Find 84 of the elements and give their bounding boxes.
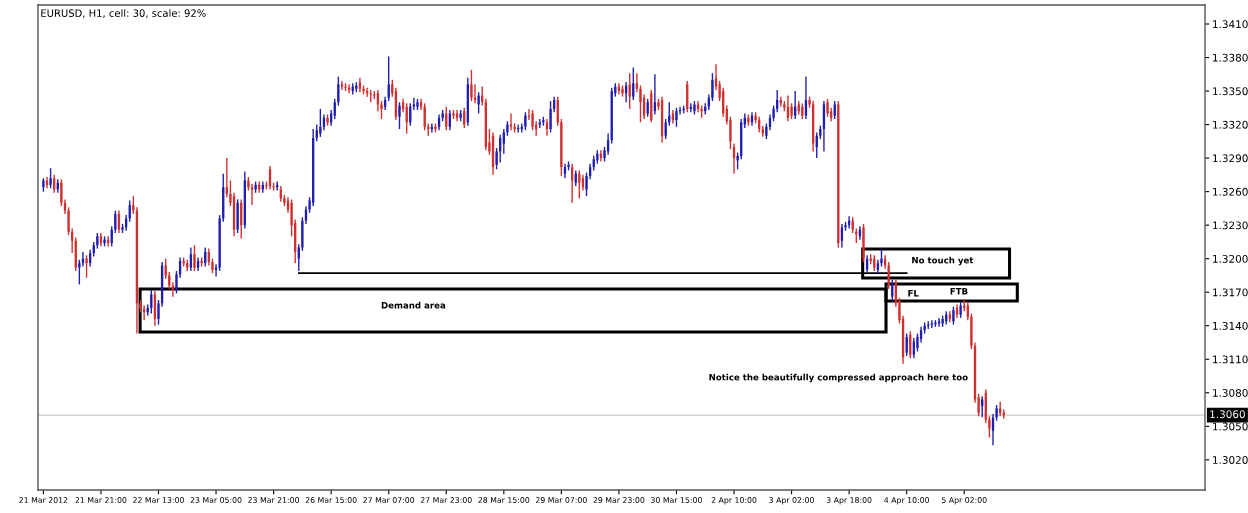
candlestick (628, 72, 631, 110)
candlestick (103, 235, 106, 248)
candlestick (355, 81, 358, 93)
candlestick (502, 128, 505, 155)
y-tick-label: 1.3020 (1213, 456, 1248, 464)
candlestick (463, 107, 466, 129)
candlestick (952, 306, 955, 326)
y-tick-label: 1.3080 (1213, 389, 1248, 397)
candlestick (445, 105, 448, 131)
candlestick (340, 80, 344, 91)
candlestick (114, 209, 117, 234)
annotation: Demand area (381, 301, 446, 309)
candlestick (333, 98, 336, 120)
y-tick-label: 1.3050 (1213, 422, 1248, 431)
candlestick (930, 319, 934, 329)
candlestick (387, 55, 390, 102)
candlestick (150, 289, 153, 315)
y-tick-label: 1.3410 (1213, 20, 1248, 29)
candlestick (632, 66, 635, 101)
candlestick (412, 97, 416, 111)
candlestick (999, 401, 1002, 417)
candlestick (549, 100, 552, 134)
candlestick (912, 337, 916, 359)
candlestick (524, 111, 527, 131)
candlestick (959, 301, 962, 319)
candlestick (747, 113, 750, 127)
ref-line-label: 1.3060 (1210, 410, 1245, 419)
candlestick (736, 151, 739, 170)
candlestick (790, 102, 793, 120)
candlestick (682, 104, 685, 115)
y-tick-label: 1.3230 (1213, 221, 1248, 230)
candlestick (905, 332, 908, 357)
candlestick (801, 102, 804, 120)
candlestick (193, 244, 196, 272)
candlestick (621, 84, 624, 98)
candlestick (452, 109, 455, 120)
y-tick-label: 1.3170 (1213, 288, 1248, 297)
candlestick (254, 180, 257, 194)
candlestick (675, 107, 678, 128)
y-tick-label: 1.3140 (1213, 321, 1248, 330)
candlestick (700, 104, 703, 119)
y-tick-label: 1.3380 (1213, 53, 1248, 62)
annotation: FTB (950, 288, 968, 295)
candlestick (988, 415, 991, 439)
candlestick (578, 169, 581, 200)
y-tick-label: 1.3200 (1213, 254, 1248, 263)
candlestick (448, 109, 452, 131)
candlestick (49, 167, 52, 189)
candlestick (693, 100, 696, 116)
candlestick (941, 314, 944, 328)
candlestick (560, 118, 563, 177)
candlestick (840, 223, 844, 249)
candlestick (826, 98, 829, 118)
y-tick-label: 1.3350 (1213, 87, 1248, 96)
y-tick-label: 1.3290 (1213, 154, 1248, 163)
annotation: No touch yet (912, 256, 974, 266)
candlestick (891, 279, 894, 302)
candlestick (85, 254, 88, 279)
candlestick (398, 101, 401, 130)
candlestick (459, 109, 462, 122)
candlestick (326, 113, 329, 127)
candlestick (477, 91, 480, 115)
candlestick (200, 256, 203, 268)
candlestick (664, 118, 667, 140)
candlestick (42, 177, 45, 193)
candlestick (495, 147, 498, 170)
candlestick (862, 223, 865, 263)
y-tick-label: 1.3260 (1213, 187, 1248, 196)
candlestick (236, 198, 239, 234)
chart-title: EURUSD, H1, cell: 30, scale: 92% (41, 9, 206, 18)
candlestick (319, 108, 322, 138)
candlestick (434, 122, 437, 134)
candlestick (470, 69, 473, 102)
y-tick-label: 1.3320 (1213, 120, 1248, 129)
candlestick (189, 246, 193, 272)
y-tick-label: 1.3110 (1213, 355, 1248, 364)
annotation: FL (908, 290, 919, 297)
candlestick (416, 98, 419, 111)
candlestick (96, 232, 99, 250)
candlestick (542, 116, 545, 127)
annotation: Notice the beautifully compressed approach here too (709, 373, 968, 383)
candlestick (337, 75, 340, 107)
candlestick (344, 82, 347, 92)
candlestick (171, 281, 175, 298)
